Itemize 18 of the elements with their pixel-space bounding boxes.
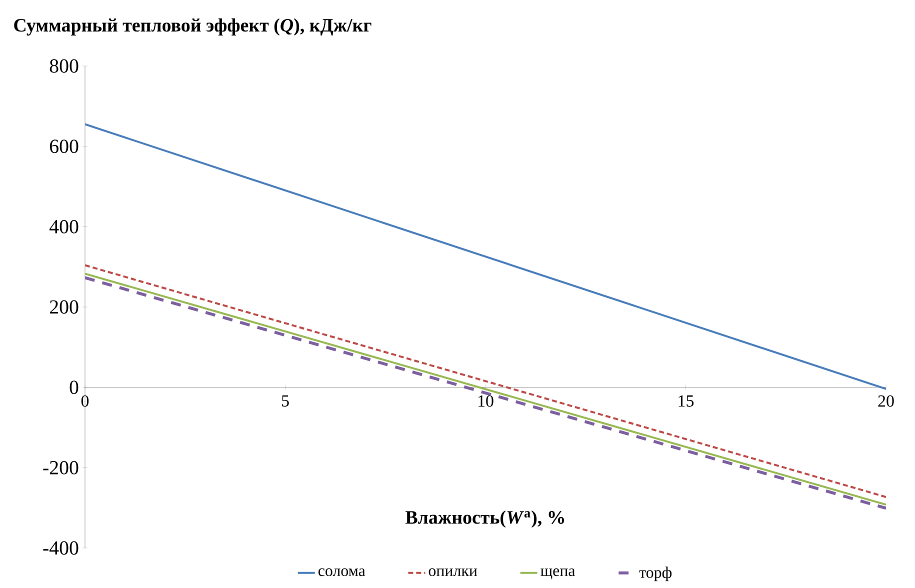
legend-label: торф bbox=[639, 566, 672, 582]
y-tick-label: 400 bbox=[49, 220, 78, 234]
x-tick-label: 20 bbox=[878, 395, 894, 407]
legend-label: щепа bbox=[540, 568, 576, 580]
legend-label: солома bbox=[318, 568, 366, 576]
y-tick-label: 600 bbox=[50, 140, 78, 154]
x-tick-label: 5 bbox=[282, 395, 289, 407]
y-tick-label: 800 bbox=[50, 59, 78, 73]
y-tick-label: 200 bbox=[50, 300, 78, 314]
x-tick-label: 10 bbox=[478, 395, 494, 407]
y-tick-label: 0 bbox=[70, 380, 78, 394]
y-axis-title: Суммарный тепловой эффект (Q), кДж/кг bbox=[14, 18, 372, 36]
x-tick-label: 15 bbox=[678, 395, 694, 407]
y-tick-label: -400 bbox=[43, 541, 78, 555]
legend-label: опилки bbox=[428, 568, 478, 576]
y-tick-label: -200 bbox=[43, 460, 78, 474]
x-tick-label: 0 bbox=[81, 395, 89, 407]
x-axis-title: Влажность(W$^{a}$), % bbox=[406, 510, 564, 528]
